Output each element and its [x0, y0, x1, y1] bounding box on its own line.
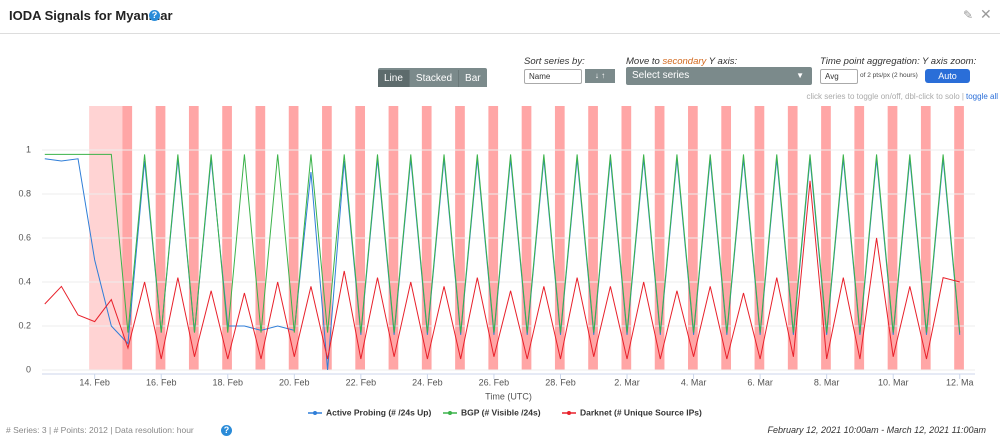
- legend-marker: [567, 411, 571, 415]
- view-button[interactable]: Stacked: [409, 70, 460, 87]
- x-tick-label: 4. Mar: [681, 377, 707, 387]
- help-icon[interactable]: ?: [149, 10, 160, 21]
- x-tick-label: 2. Mar: [614, 377, 640, 387]
- footer-range: February 12, 2021 10:00am - March 12, 20…: [767, 425, 986, 435]
- secondary-select[interactable]: Select series ▼: [626, 67, 812, 85]
- x-axis-label: Time (UTC): [485, 391, 532, 401]
- aggregation-select[interactable]: Avg: [820, 69, 858, 84]
- legend-label: Active Probing (# /24s Up): [326, 407, 431, 417]
- legend-item[interactable]: BGP (# Visible /24s): [443, 407, 541, 417]
- x-tick-label: 20. Feb: [279, 377, 310, 387]
- footer-stats: # Series: 3 | # Points: 2012 | Data reso…: [6, 425, 194, 435]
- secondary-label: Move to secondary Y axis:: [626, 56, 737, 67]
- legend-item[interactable]: Active Probing (# /24s Up): [308, 407, 431, 417]
- y-tick-label: 0.4: [18, 276, 31, 286]
- edit-icon[interactable]: ✎: [963, 8, 974, 22]
- y-tick-label: 0.2: [18, 320, 31, 330]
- placeholder: Select series: [632, 70, 690, 81]
- sort-label: Sort series by:: [524, 56, 585, 67]
- y-tick-label: 0: [26, 364, 31, 374]
- text: secondary: [662, 56, 707, 67]
- y-tick-label: 0.6: [18, 232, 31, 242]
- sort-select[interactable]: Name: [524, 69, 582, 84]
- caret: ▼: [796, 71, 804, 80]
- toggle-all[interactable]: toggle all: [965, 92, 998, 101]
- x-tick-label: 24. Feb: [412, 377, 443, 387]
- aggregation-label: Time point aggregation:: [820, 56, 920, 67]
- sort-direction[interactable]: ↓ ↑: [585, 69, 615, 83]
- legend-item[interactable]: Darknet (# Unique Source IPs): [562, 407, 702, 417]
- help-icon[interactable]: ?: [221, 425, 232, 436]
- x-tick-label: 6. Mar: [747, 377, 773, 387]
- x-tick-label: 26. Feb: [479, 377, 510, 387]
- x-tick-label: 12. Ma: [946, 377, 974, 387]
- x-tick-label: 28. Feb: [545, 377, 576, 387]
- view-button[interactable]: Line: [378, 70, 410, 87]
- y-tick-label: 1: [26, 144, 31, 154]
- x-tick-label: 16. Feb: [146, 377, 177, 387]
- header-bar: [0, 0, 1000, 34]
- text: Move to: [626, 56, 660, 67]
- yzoom-toggle[interactable]: Auto: [925, 69, 970, 83]
- series-line: [44, 180, 960, 360]
- view-buttons: Line Stacked Bar: [378, 68, 487, 87]
- x-tick-label: 10. Mar: [878, 377, 909, 387]
- x-tick-label: 14. Feb: [79, 377, 110, 387]
- x-tick-label: 22. Feb: [346, 377, 377, 387]
- series-line: [44, 153, 961, 333]
- title: IODA Signals for Myanmar: [9, 8, 173, 23]
- y-tick-label: 0.8: [18, 188, 31, 198]
- legend-label: Darknet (# Unique Source IPs): [580, 407, 702, 417]
- yzoom-label: Y axis zoom:: [922, 56, 977, 67]
- text: Y axis:: [708, 56, 738, 67]
- view-button[interactable]: Bar: [459, 70, 487, 87]
- legend-marker: [313, 411, 317, 415]
- close-icon[interactable]: ✕: [980, 6, 992, 22]
- legend-label: BGP (# Visible /24s): [461, 407, 541, 417]
- x-tick-label: 8. Mar: [814, 377, 840, 387]
- x-tick-label: 18. Feb: [213, 377, 244, 387]
- legend-marker: [448, 411, 452, 415]
- hint: click series to toggle on/off, dbl-click…: [806, 92, 964, 101]
- aggregation-note: of 2 pts/px (2 hours): [860, 72, 918, 79]
